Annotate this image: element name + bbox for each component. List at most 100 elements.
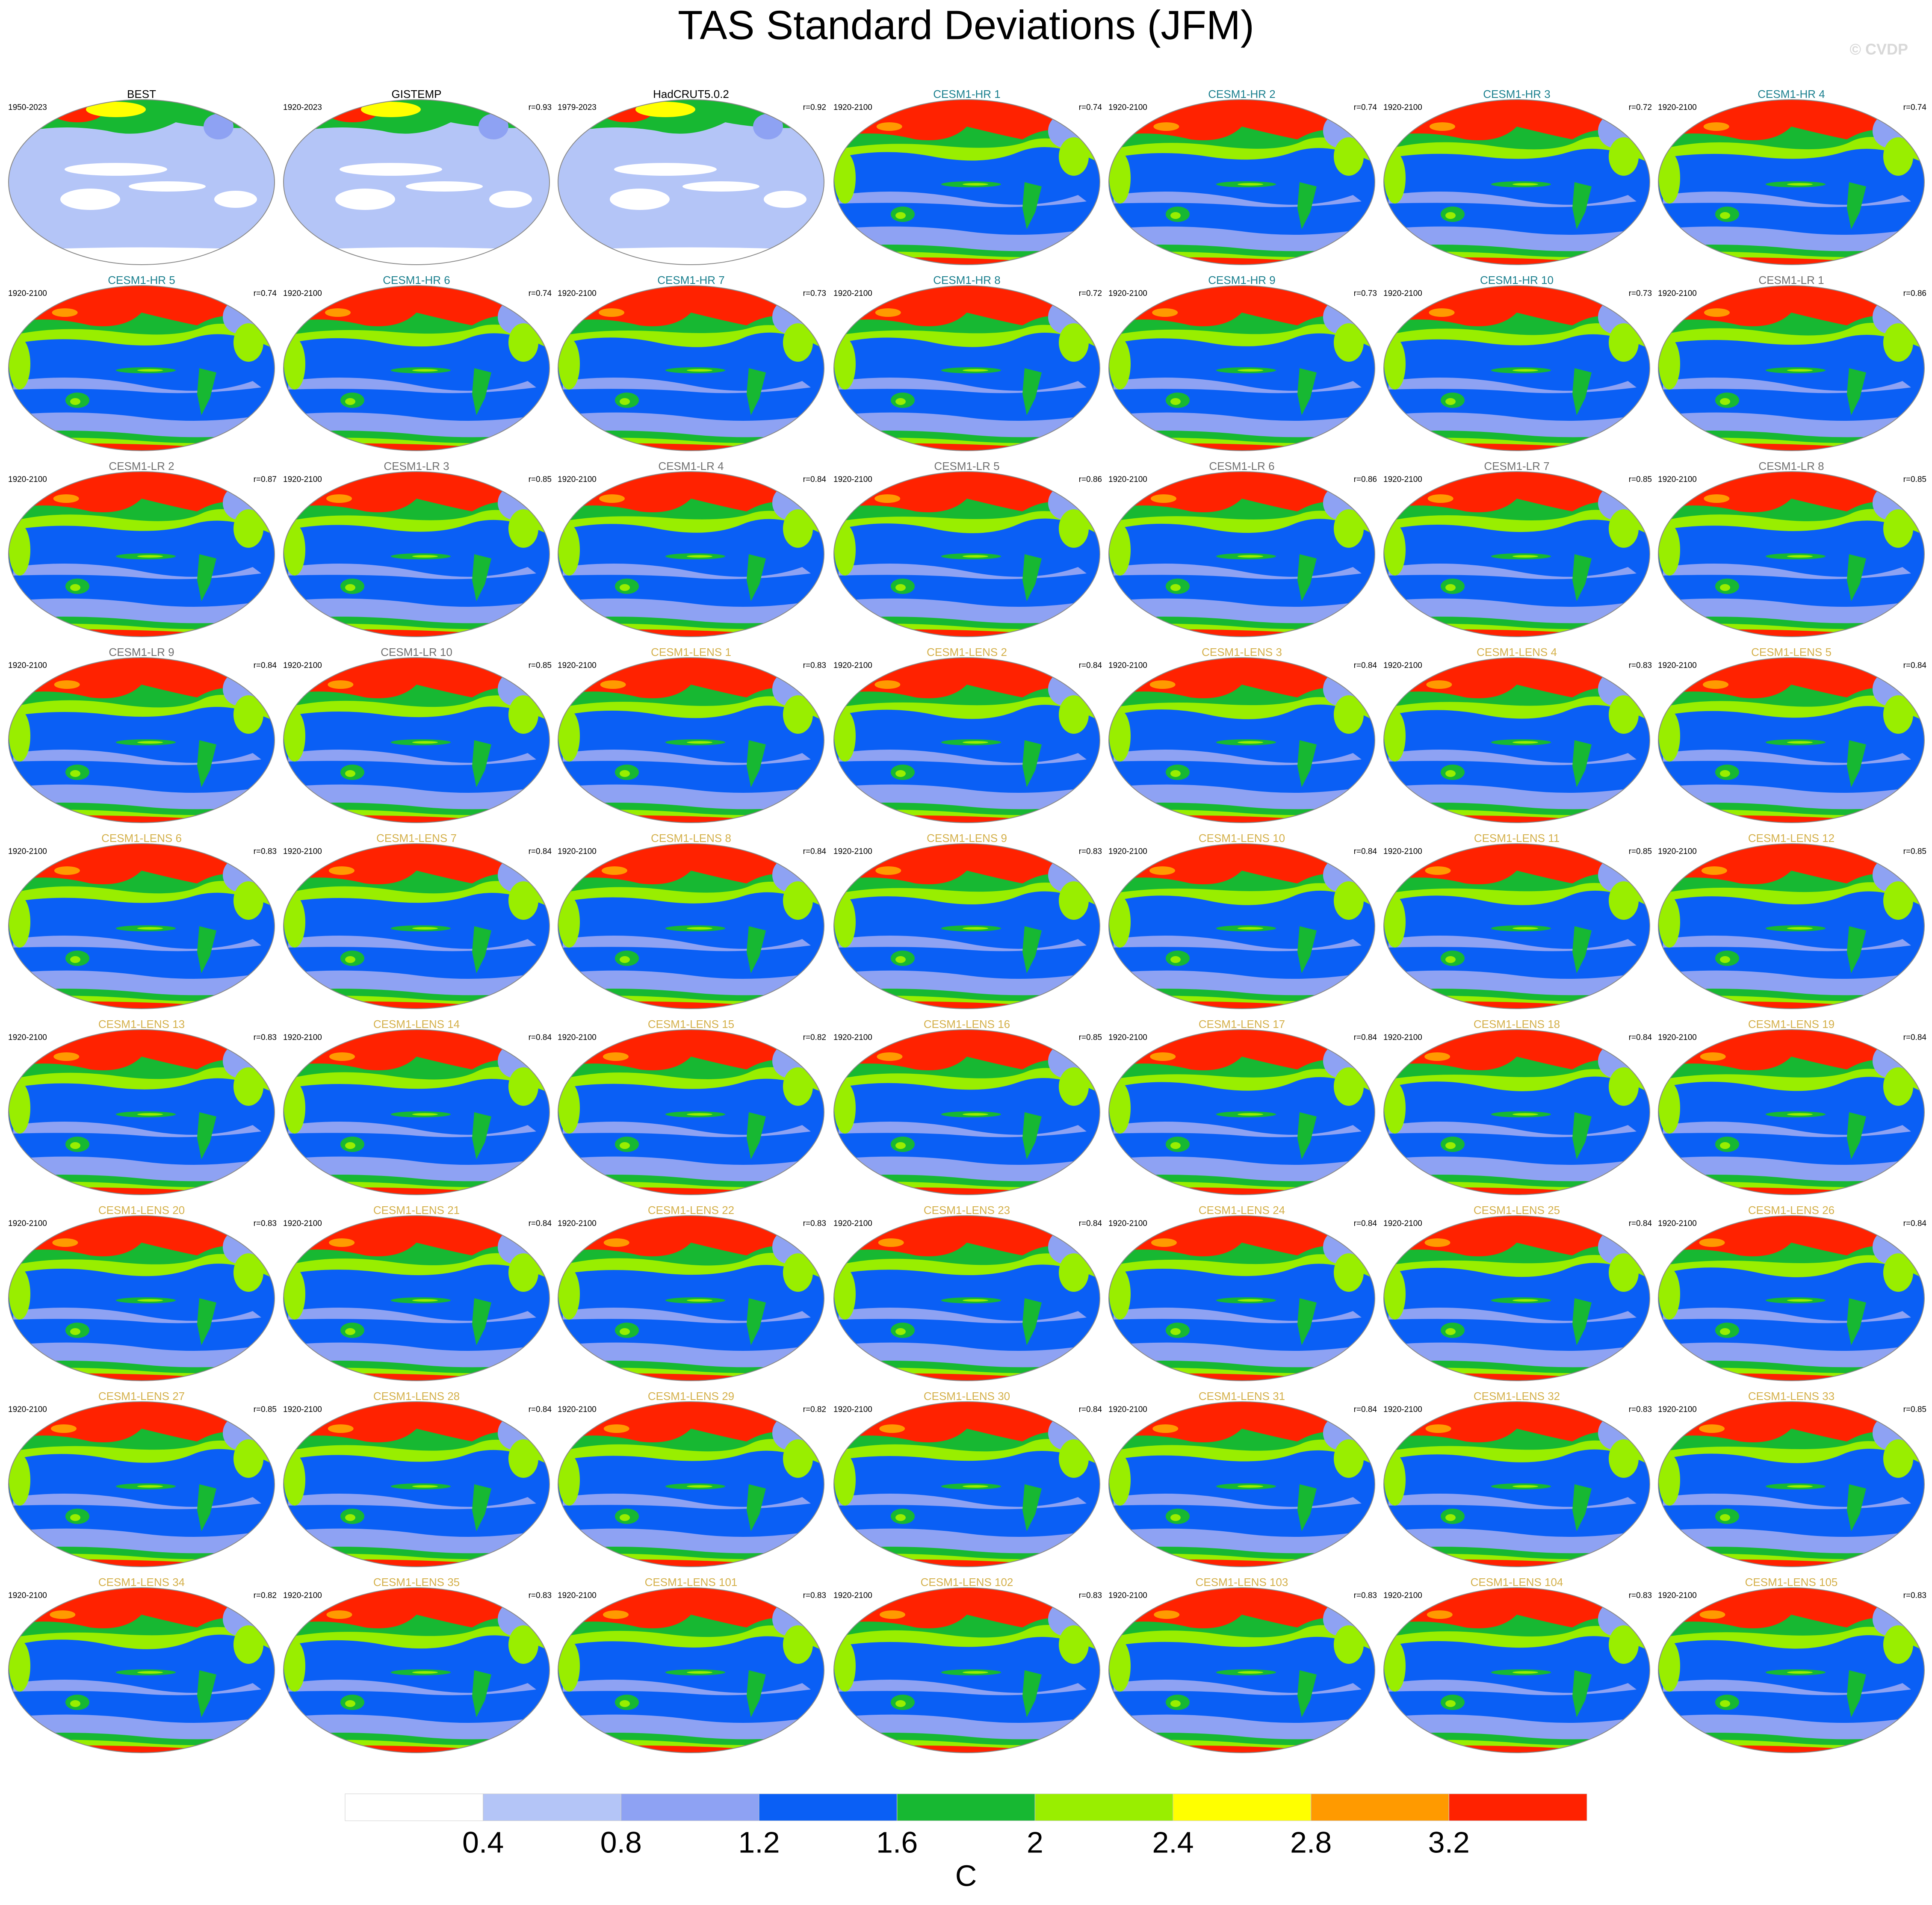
map-field — [1445, 956, 1456, 963]
panel-correlation: r=0.86 — [1079, 475, 1102, 484]
map-field — [1059, 1439, 1089, 1478]
panel-period: 1920-2100 — [1658, 847, 1697, 856]
map-field — [1883, 1439, 1913, 1478]
map-field — [1609, 1253, 1639, 1292]
panel-period: 1920-2100 — [1383, 289, 1422, 298]
map-field — [1787, 369, 1813, 372]
map-field — [1847, 554, 1866, 601]
map-field — [1334, 695, 1364, 734]
panel-correlation: r=0.73 — [1629, 289, 1652, 298]
map-outline — [283, 657, 550, 823]
map-field — [635, 102, 695, 117]
map-field — [1703, 680, 1729, 689]
map-field — [1388, 564, 1637, 579]
map-field — [1170, 956, 1181, 963]
map-outline — [1383, 99, 1650, 265]
panel-title: CESM1-HR 1 — [933, 88, 1000, 100]
figure-title: TAS Standard Deviations (JFM) — [678, 2, 1254, 48]
map-field — [52, 308, 78, 317]
map-area — [1109, 472, 1375, 637]
map-field — [288, 1122, 536, 1137]
panel-title: CESM1-LENS 4 — [1477, 646, 1557, 659]
map-field — [1170, 584, 1181, 591]
panel-period: 1979-2023 — [558, 103, 597, 112]
panel-period: 1920-2100 — [8, 661, 47, 670]
colorbar-box — [1311, 1793, 1449, 1821]
panel-correlation: r=0.85 — [1903, 847, 1926, 856]
map-area — [1658, 1216, 1924, 1381]
map-field — [233, 1439, 263, 1478]
panel-title: CESM1-LR 4 — [658, 460, 724, 473]
map-field — [284, 1082, 305, 1134]
map-field — [1152, 308, 1178, 317]
map-field — [1787, 1299, 1813, 1302]
map-field — [204, 114, 233, 139]
map-area — [9, 658, 275, 823]
map-field — [70, 584, 80, 591]
map-field — [895, 1328, 906, 1335]
map-field — [345, 1514, 355, 1521]
map-field — [86, 102, 146, 117]
map-field — [1700, 1052, 1726, 1061]
panel-correlation: r=0.83 — [1354, 1591, 1377, 1600]
map-panel: CESM1-LENS 8 1920-2100 r=0.84 — [558, 832, 826, 1009]
panel-title: CESM1-LR 7 — [1484, 460, 1549, 473]
map-area — [1109, 1030, 1375, 1195]
map-field — [963, 1113, 988, 1116]
map-field — [1384, 1559, 1650, 1567]
map-outline — [833, 99, 1100, 265]
map-field — [1238, 369, 1263, 372]
map-field — [1384, 629, 1650, 637]
panel-title: CESM1-LENS 101 — [645, 1576, 738, 1589]
map-outline — [1108, 657, 1375, 823]
panel-correlation: r=0.82 — [803, 1033, 826, 1042]
map-field — [1388, 1122, 1637, 1137]
map-outline — [8, 1029, 275, 1195]
map-field — [345, 770, 355, 777]
map-outline — [1383, 657, 1650, 823]
map-panel: CESM1-LENS 15 1920-2100 r=0.82 — [558, 1018, 826, 1195]
map-field — [284, 1373, 549, 1381]
map-field — [284, 338, 305, 390]
panel-title: CESM1-HR 9 — [1208, 274, 1275, 286]
panel-period: 1920-2100 — [1383, 847, 1422, 856]
map-panel: CESM1-LENS 34 1920-2100 r=0.82 — [8, 1576, 277, 1753]
map-field — [1847, 368, 1866, 415]
map-field — [1424, 1238, 1450, 1247]
map-field — [834, 443, 1100, 451]
map-area — [834, 1216, 1100, 1381]
map-field — [599, 308, 625, 317]
map-field — [1114, 750, 1362, 765]
map-field — [834, 1082, 856, 1134]
map-field — [839, 750, 1087, 765]
panel-title: CESM1-LENS 105 — [1745, 1576, 1838, 1589]
map-field — [345, 1328, 355, 1335]
panel-period: 1920-2100 — [1383, 475, 1422, 484]
map-field — [1170, 398, 1181, 405]
map-field — [558, 247, 824, 265]
map-field — [558, 1640, 580, 1692]
map-field — [1388, 936, 1637, 951]
map-field — [1659, 152, 1680, 204]
map-outline — [1658, 471, 1925, 637]
map-outline — [1108, 471, 1375, 637]
panel-title: CESM1-LR 8 — [1758, 460, 1824, 473]
map-field — [284, 629, 549, 637]
map-field — [687, 927, 712, 930]
map-field — [361, 102, 421, 117]
map-field — [1334, 323, 1364, 362]
map-field — [1787, 1113, 1813, 1116]
map-panel: CESM1-LENS 12 1920-2100 r=0.85 — [1658, 832, 1926, 1009]
map-field — [603, 1610, 629, 1619]
map-field — [1022, 1298, 1042, 1345]
panel-correlation: r=0.84 — [1079, 661, 1102, 670]
map-area — [284, 658, 549, 823]
map-area — [1384, 1030, 1650, 1195]
map-field — [1238, 927, 1263, 930]
panel-title: CESM1-LENS 2 — [927, 646, 1007, 659]
map-field — [1663, 378, 1911, 393]
map-field — [1149, 866, 1176, 875]
map-panel: CESM1-LENS 24 1920-2100 r=0.84 — [1108, 1204, 1377, 1381]
map-panel: CESM1-LENS 20 1920-2100 r=0.83 — [8, 1204, 277, 1381]
map-field — [1787, 555, 1813, 558]
